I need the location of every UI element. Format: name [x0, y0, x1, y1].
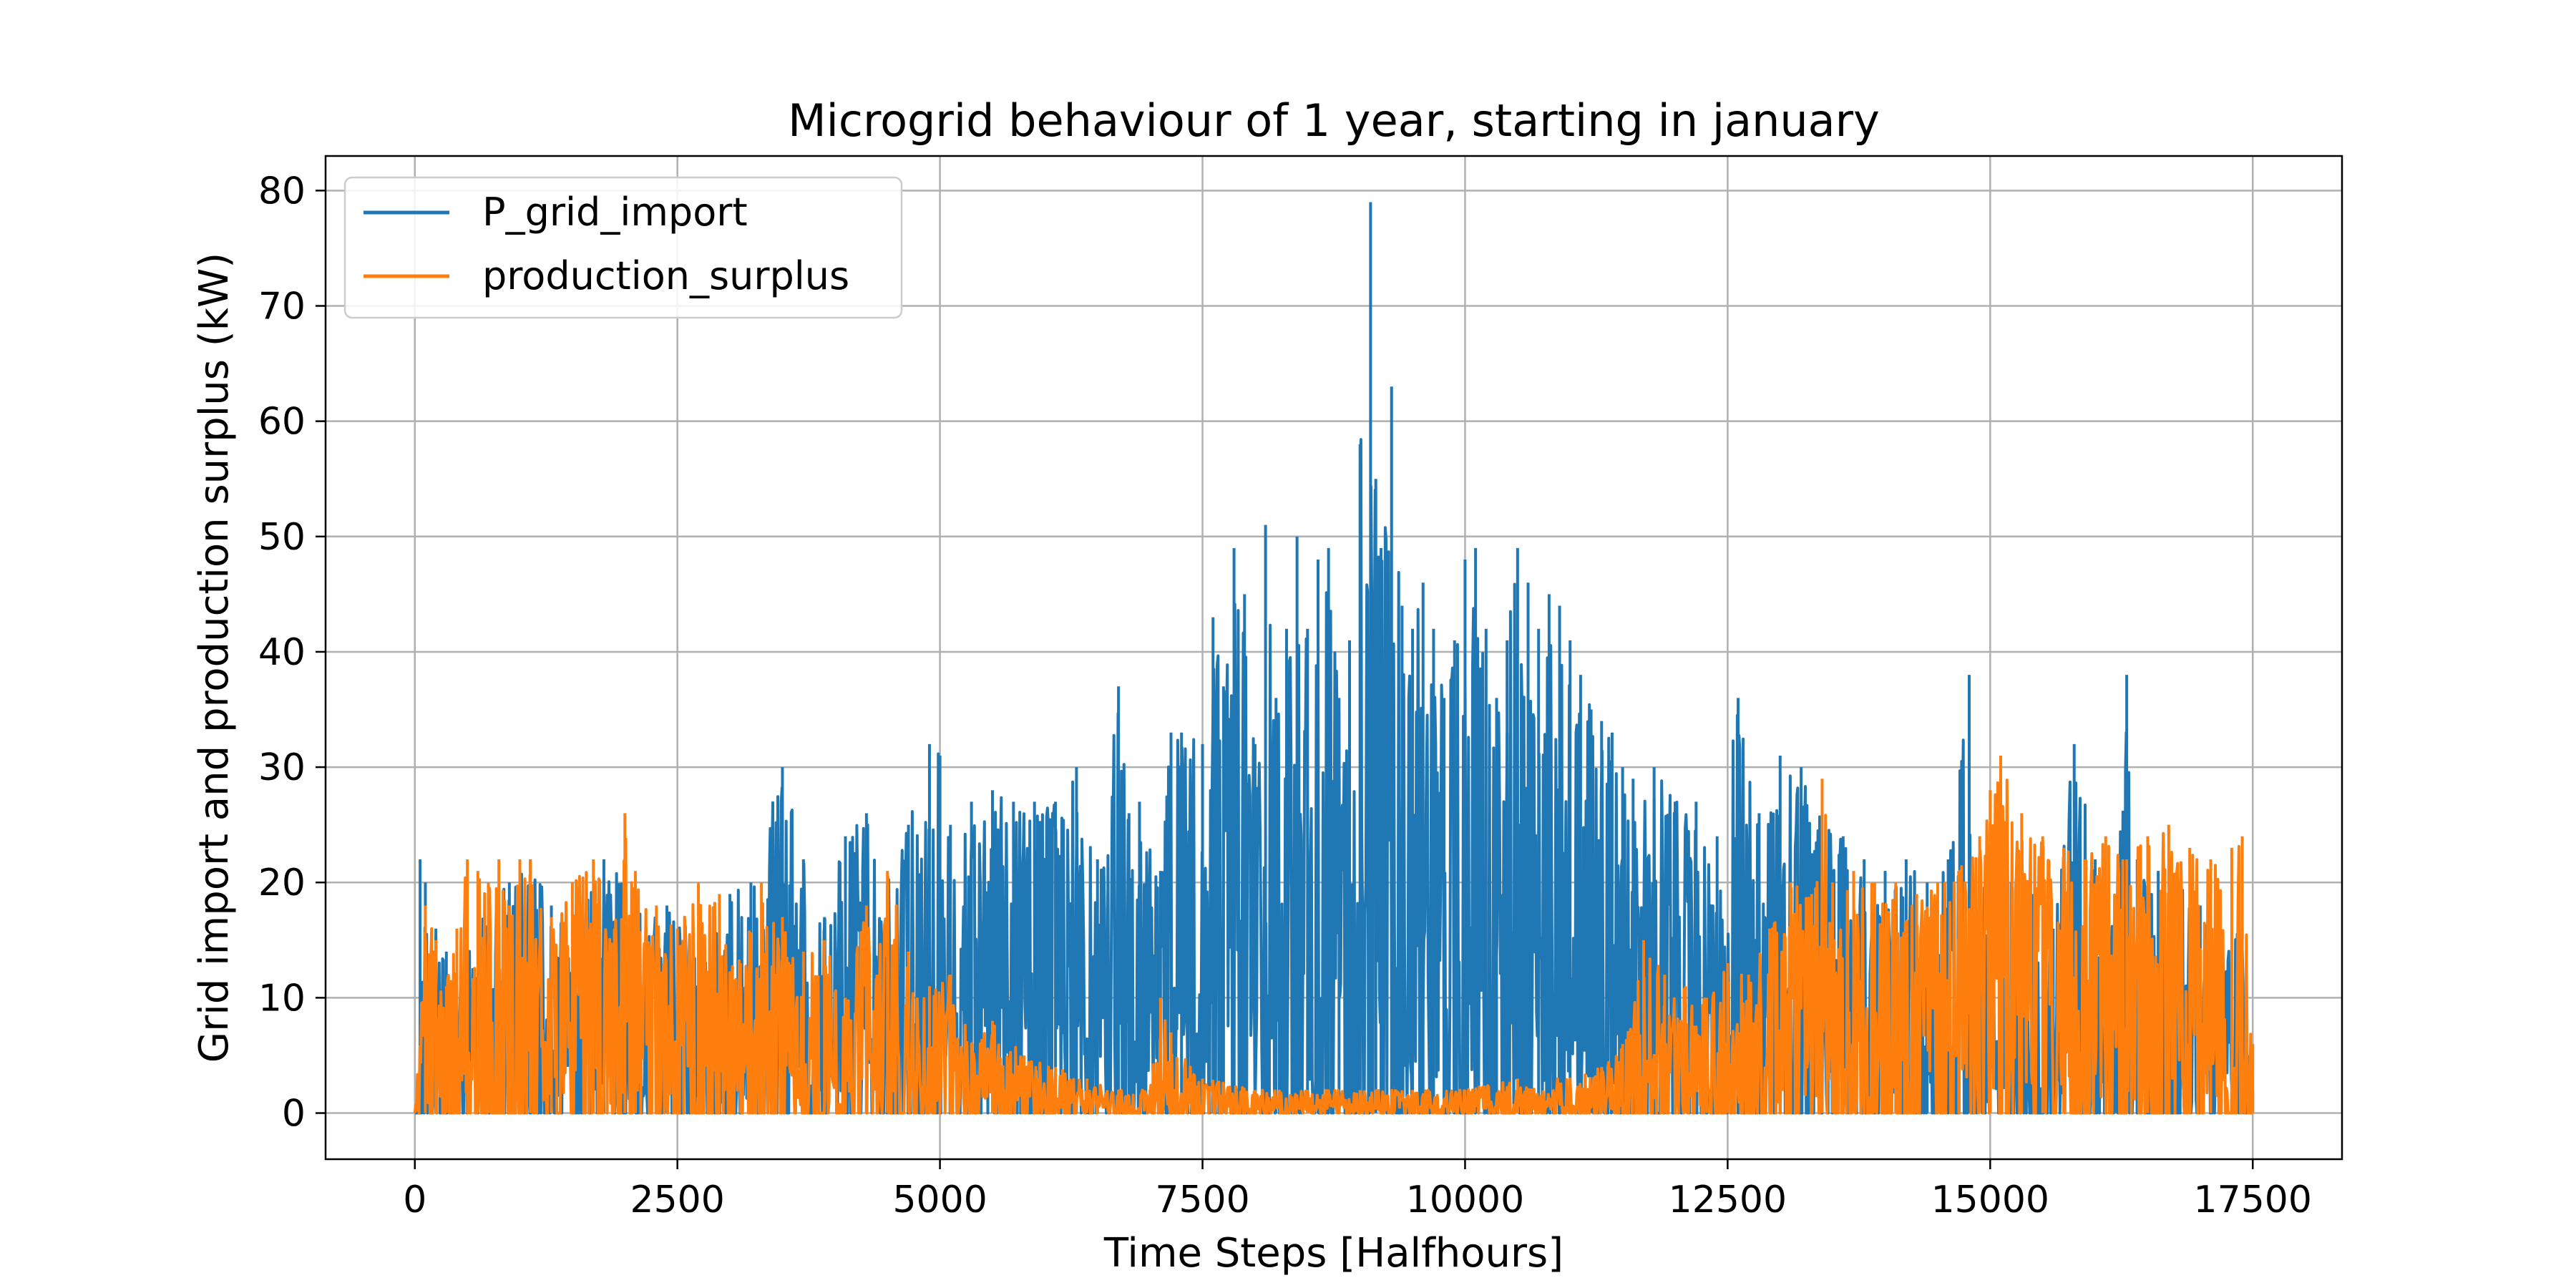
chart-title: Microgrid behaviour of 1 year, starting … [788, 94, 1880, 147]
x-tick-label: 0 [403, 1179, 426, 1221]
legend-label-production-surplus: production_surplus [482, 253, 849, 298]
ticks: 0 2500 5000 7500 10000 12500 15000 17500 0 10 20 30… [258, 170, 2312, 1221]
x-axis-label: Time Steps [Halfhours] [1103, 1230, 1563, 1277]
y-tick-label: 0 [282, 1093, 306, 1136]
y-tick-label: 60 [258, 401, 306, 444]
legend-label-p-grid-import: P_grid_import [482, 190, 748, 235]
plot-frame [324, 155, 2343, 1161]
legend-box [343, 176, 903, 319]
y-tick-label: 50 [258, 516, 306, 559]
y-axis-label: Grid import and production surplus (kW) [191, 253, 238, 1063]
x-tick-label: 2500 [630, 1179, 725, 1221]
x-tick-label: 10000 [1406, 1179, 1524, 1221]
series-lines [413, 202, 2255, 1115]
y-tick-label: 30 [258, 746, 306, 789]
x-tick-label: 17500 [2194, 1179, 2312, 1221]
x-tick-label: 7500 [1155, 1179, 1249, 1221]
y-tick-label: 70 [258, 285, 306, 328]
y-tick-label: 10 [258, 977, 306, 1020]
y-tick-label: 80 [258, 170, 306, 213]
x-tick-label: 5000 [892, 1179, 987, 1221]
y-tick-label: 20 [258, 862, 306, 904]
legend: P_grid_import production_surplus [343, 176, 903, 319]
x-tick-label: 15000 [1931, 1179, 2049, 1221]
y-tick-label: 40 [258, 631, 306, 674]
series-line-production-surplus [413, 779, 2254, 1115]
x-tick-label: 12500 [1669, 1179, 1787, 1221]
